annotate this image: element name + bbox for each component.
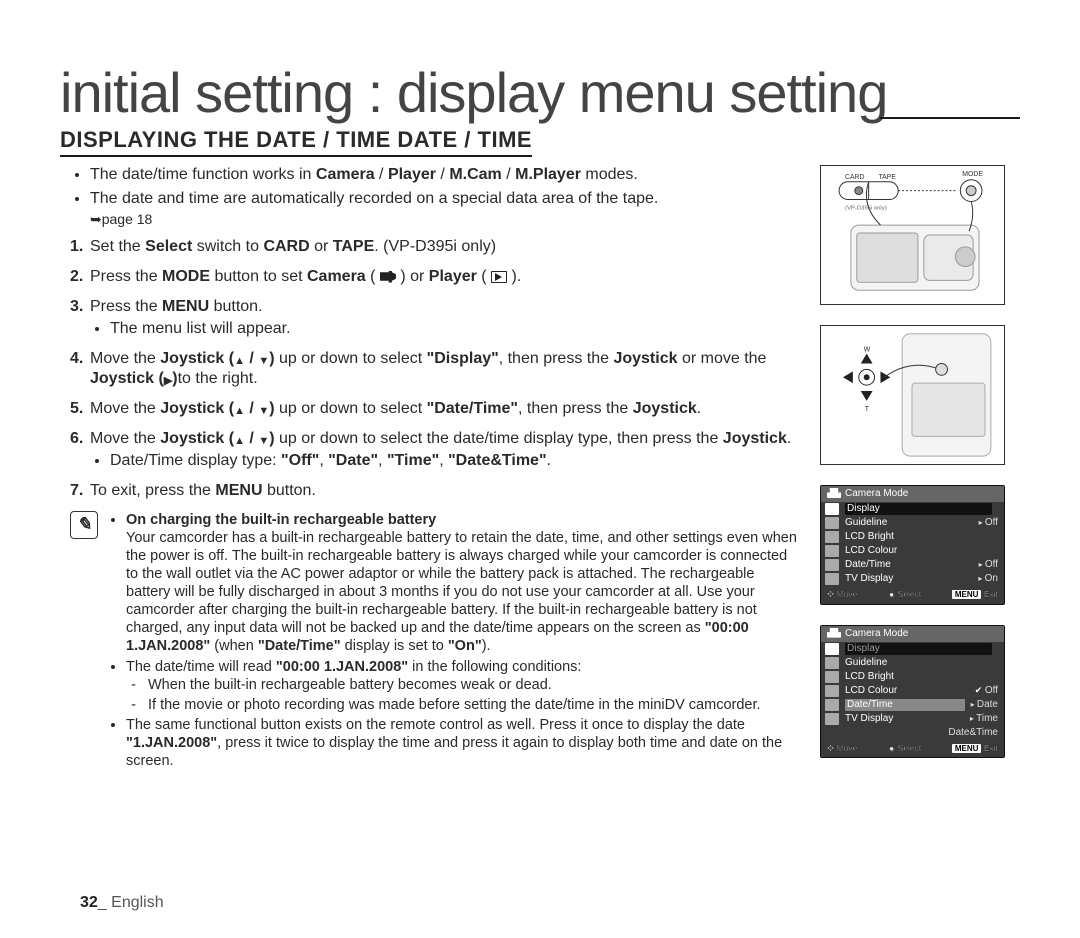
osd-row: Display bbox=[821, 642, 1004, 656]
step-item: To exit, press the MENU button. bbox=[70, 481, 800, 501]
page-language: English bbox=[111, 894, 163, 911]
intro-bullets: The date/time function works in Camera /… bbox=[60, 165, 800, 209]
osd-row-label: LCD Bright bbox=[845, 531, 992, 543]
main-row: The date/time function works in Camera /… bbox=[60, 165, 1020, 772]
intro-bullet: The date/time function works in Camera /… bbox=[90, 165, 800, 185]
osd-row-label: Display bbox=[845, 503, 992, 515]
tape-label: TAPE bbox=[878, 174, 896, 181]
note-box: ✎ On charging the built-in rechargeable … bbox=[60, 511, 800, 773]
osd-row-icon bbox=[825, 545, 839, 557]
osd1-select: Select bbox=[898, 589, 922, 599]
page-footer: 32_ English bbox=[80, 894, 164, 912]
osd-row: Guideline Off bbox=[821, 516, 1004, 530]
osd2-exit: Exit bbox=[984, 743, 998, 753]
osd-row-icon bbox=[825, 713, 839, 725]
osd-row-label: Guideline bbox=[845, 517, 973, 529]
osd-menu-1: Camera Mode Display Guideline Off LCD Brigh… bbox=[820, 485, 1005, 605]
left-column: The date/time function works in Camera /… bbox=[60, 165, 800, 772]
osd-row: LCD Colour Off bbox=[821, 684, 1004, 698]
step-sub-item: The menu list will appear. bbox=[110, 319, 800, 339]
note-sub-item: When the built-in rechargeable battery b… bbox=[148, 676, 800, 694]
osd-row-icon bbox=[825, 643, 839, 655]
right-column: CARD TAPE (VP-D395i only) MODE bbox=[820, 165, 1020, 772]
camera-mode-icon bbox=[380, 271, 396, 283]
card-label: CARD bbox=[845, 174, 865, 181]
osd-row-label: TV Display bbox=[845, 713, 964, 725]
zoom-t: T bbox=[865, 406, 870, 413]
osd-row-value: Off bbox=[979, 517, 998, 529]
section-heading: DISPLAYING THE DATE / TIME DATE / TIME bbox=[60, 127, 532, 157]
page-number: 32 bbox=[80, 894, 98, 911]
osd-row: LCD Bright bbox=[821, 530, 1004, 544]
page-title: initial setting : display menu setting bbox=[60, 60, 1020, 125]
note-item: The same functional button exists on the… bbox=[126, 716, 800, 770]
osd1-footer: ✥ Move ◉ Select MENU Exit bbox=[821, 586, 1004, 602]
osd-row-value: Time bbox=[970, 713, 998, 725]
osd2-footer: ✥ Move ◉ Select MENU Exit bbox=[821, 740, 1004, 756]
note-item: The date/time will read "00:00 1.JAN.200… bbox=[126, 658, 800, 714]
osd-row-icon bbox=[825, 657, 839, 669]
step-item: Move the Joystick (▲ / ▼) up or down to … bbox=[70, 349, 800, 389]
osd-row-label: LCD Bright bbox=[845, 671, 992, 683]
osd2-extra: Date&Time bbox=[821, 726, 1004, 740]
note-body: On charging the built-in rechargeable ba… bbox=[108, 511, 800, 773]
osd-row: TV Display On bbox=[821, 572, 1004, 586]
osd-row-value: Off bbox=[979, 559, 998, 571]
osd-row: Display bbox=[821, 502, 1004, 516]
note-sub-item: If the movie or photo recording was made… bbox=[148, 696, 800, 714]
osd-row-label: LCD Colour bbox=[845, 545, 992, 557]
title-rule bbox=[880, 117, 1020, 119]
camcorder-switch-illustration: CARD TAPE (VP-D395i only) MODE bbox=[820, 165, 1005, 305]
step-item: Press the MODE button to set Camera ( ) … bbox=[70, 267, 800, 287]
osd-row-label: Guideline bbox=[845, 657, 992, 669]
osd-row: Guideline bbox=[821, 656, 1004, 670]
osd2-select: Select bbox=[898, 743, 922, 753]
step-item: Move the Joystick (▲ / ▼) up or down to … bbox=[70, 429, 800, 471]
page-title-wrap: initial setting : display menu setting bbox=[60, 60, 1020, 125]
osd-row: Date/Time Date bbox=[821, 698, 1004, 712]
osd-row-icon bbox=[825, 573, 839, 585]
steps-list: Set the Select switch to CARD or TAPE. (… bbox=[60, 237, 800, 501]
osd-row-value: Date bbox=[971, 699, 998, 711]
osd-row-label: Display bbox=[845, 643, 992, 655]
zoom-w: W bbox=[864, 347, 871, 354]
osd-row-label: TV Display bbox=[845, 573, 972, 585]
osd-row: Date/Time Off bbox=[821, 558, 1004, 572]
mode-label: MODE bbox=[962, 171, 983, 178]
step-item: Press the MENU button.The menu list will… bbox=[70, 297, 800, 339]
osd-row: LCD Colour bbox=[821, 544, 1004, 558]
osd2-menu-pill: MENU bbox=[952, 744, 982, 753]
osd-row-icon bbox=[825, 671, 839, 683]
page-reference: ➥page 18 bbox=[90, 211, 800, 229]
osd-row-value: Off bbox=[975, 685, 998, 697]
osd-row-icon bbox=[825, 531, 839, 543]
osd-row-icon bbox=[825, 559, 839, 571]
osd-row-label: Date/Time bbox=[845, 559, 973, 571]
player-mode-icon bbox=[491, 271, 507, 283]
intro-bullet: The date and time are automatically reco… bbox=[90, 189, 800, 209]
osd-row-label: LCD Colour bbox=[845, 685, 969, 697]
osd-row: LCD Bright bbox=[821, 670, 1004, 684]
osd-row-icon bbox=[825, 503, 839, 515]
osd1-exit: Exit bbox=[984, 589, 998, 599]
step-sub-item: Date/Time display type: "Off", "Date", "… bbox=[110, 451, 800, 471]
osd1-menu-pill: MENU bbox=[952, 590, 982, 599]
osd-row-label: Date/Time bbox=[845, 699, 965, 711]
vp-note: (VP-D395i only) bbox=[845, 205, 887, 211]
osd-row: TV Display Time bbox=[821, 712, 1004, 726]
osd-row-icon bbox=[825, 699, 839, 711]
osd1-move: Move bbox=[836, 589, 857, 599]
osd-row-icon bbox=[825, 517, 839, 529]
osd2-move: Move bbox=[836, 743, 857, 753]
osd1-header: Camera Mode bbox=[821, 486, 1004, 502]
step-item: Move the Joystick (▲ / ▼) up or down to … bbox=[70, 399, 800, 419]
osd-row-icon bbox=[825, 685, 839, 697]
step-item: Set the Select switch to CARD or TAPE. (… bbox=[70, 237, 800, 257]
osd-menu-2: Camera Mode DisplayGuidelineLCD BrightLC… bbox=[820, 625, 1005, 759]
note-item: On charging the built-in rechargeable ba… bbox=[126, 511, 800, 656]
osd2-header: Camera Mode bbox=[821, 626, 1004, 642]
note-icon: ✎ bbox=[70, 511, 98, 539]
osd-row-value: On bbox=[978, 573, 998, 585]
joystick-illustration: W T bbox=[820, 325, 1005, 465]
